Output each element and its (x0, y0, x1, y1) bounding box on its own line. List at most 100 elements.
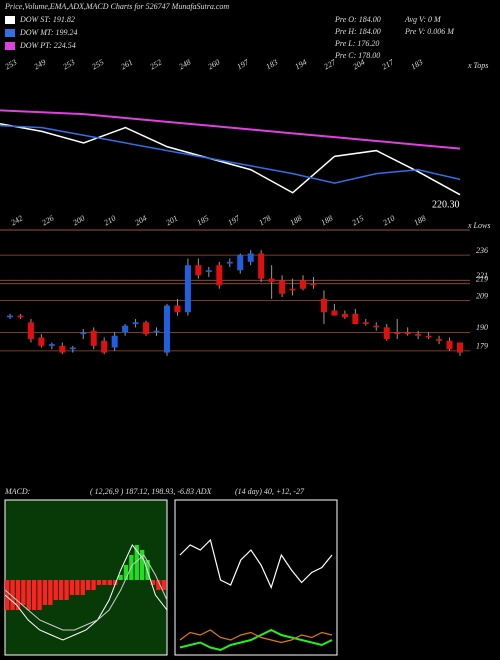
top-label: 183 (409, 58, 424, 72)
line-series (0, 109, 461, 150)
top-label: 260 (206, 58, 221, 72)
candle-body (205, 270, 212, 272)
candle-body (237, 255, 244, 271)
macd-bar (134, 545, 139, 580)
top-label: 194 (293, 58, 308, 72)
low-label: 185 (195, 214, 210, 228)
macd-bar (86, 580, 91, 590)
info-text: Pre C: 178.00 (334, 51, 380, 60)
tops-label: x Tops (467, 61, 488, 70)
macd-title: MACD: (4, 487, 31, 496)
top-label: 249 (32, 58, 47, 72)
macd-bar (10, 580, 15, 610)
low-label: 201 (164, 214, 179, 228)
low-label: 226 (40, 214, 55, 228)
candle-body (436, 339, 443, 341)
candle-body (268, 278, 275, 282)
top-label: 261 (119, 58, 134, 72)
candle-body (38, 337, 45, 346)
top-label: 183 (264, 58, 279, 72)
candle-body (383, 327, 390, 340)
macd-bar (161, 580, 166, 590)
last-label: 220.30 (432, 199, 460, 210)
legend-label: DOW PT: 224.54 (19, 41, 76, 50)
y-tick-label: 219 (476, 275, 488, 284)
low-label: 188 (288, 214, 303, 228)
macd-bar (42, 580, 48, 605)
macd-bar (5, 580, 10, 610)
macd-bar (96, 580, 102, 585)
top-label: 217 (380, 57, 396, 71)
macd-bar (48, 580, 53, 605)
candle-body (446, 340, 453, 350)
macd-bar (64, 580, 69, 600)
candle-body (310, 283, 317, 286)
candle-body (69, 347, 76, 350)
info-text: Avg V: 0 M (404, 15, 442, 24)
candle-body (362, 322, 369, 324)
macd-bar (118, 575, 123, 580)
lows-label: x Lows (467, 221, 490, 230)
macd-bar (102, 580, 107, 585)
candle-body (59, 345, 66, 353)
macd-bar (32, 580, 37, 610)
macd-bar (21, 580, 26, 605)
macd-bar (123, 565, 129, 580)
top-label: 253 (61, 58, 76, 72)
line-series (179, 629, 333, 644)
candle-body (143, 322, 150, 335)
macd-bar (75, 580, 80, 595)
info-text: Pre H: 184.00 (334, 27, 381, 36)
adx-subtitle: (14 day) 40, +12, -27 (235, 487, 305, 496)
candle-body (163, 305, 170, 353)
candle-body (216, 265, 223, 286)
candle-body (7, 315, 13, 318)
line-series (179, 628, 333, 652)
page-title: Price,Volume,EMA,ADX,MACD Charts for 526… (4, 2, 229, 11)
low-label: 188 (319, 214, 334, 228)
top-label: 253 (3, 58, 18, 72)
candle-body (132, 322, 139, 324)
top-label: 197 (235, 57, 251, 71)
top-label: 252 (148, 58, 163, 72)
low-label: 242 (9, 214, 24, 228)
line-series (0, 124, 461, 184)
y-tick-label: 221 (476, 271, 488, 280)
legend-swatch (5, 42, 15, 50)
candle-body (457, 342, 463, 353)
candle-body (122, 325, 129, 333)
low-label: 188 (412, 214, 427, 228)
info-text: Pre L: 176.20 (334, 39, 379, 48)
legend-label: DOW MT: 199.24 (19, 28, 78, 37)
macd-bar (107, 580, 112, 585)
macd-bar (59, 580, 64, 600)
macd-bar (15, 580, 21, 610)
candle-body (48, 344, 55, 346)
candle-body (279, 280, 286, 294)
y-tick-label: 179 (476, 342, 488, 351)
candle-body (300, 280, 307, 289)
candle-body (90, 330, 97, 346)
candle-body (394, 332, 401, 335)
macd-bar (91, 580, 96, 590)
macd-bar (140, 550, 145, 580)
candle-body (101, 340, 108, 353)
low-label: 210 (381, 214, 396, 228)
candle-body (226, 261, 233, 264)
top-label: 248 (177, 58, 192, 72)
macd-bar (26, 580, 31, 610)
candle-body (195, 265, 202, 276)
candle-body (174, 305, 181, 313)
macd-bar (150, 580, 156, 585)
candle-body (331, 310, 338, 316)
adx-panel (174, 499, 338, 656)
candle-body (258, 253, 265, 279)
legend-swatch (5, 29, 15, 37)
candle-body (184, 265, 191, 313)
info-text: Pre O: 184.00 (334, 15, 381, 24)
line-series (4, 554, 168, 631)
macd-subtitle: ( 12,26,9 ) 187.12, 198.93, -6.83 ADX (90, 487, 213, 496)
legend-label: DOW ST: 191.82 (19, 15, 75, 24)
y-tick-label: 209 (476, 291, 488, 300)
